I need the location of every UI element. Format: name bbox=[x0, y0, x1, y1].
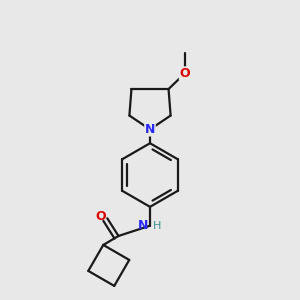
Text: O: O bbox=[95, 210, 106, 223]
Text: N: N bbox=[138, 219, 148, 232]
Text: H: H bbox=[153, 221, 161, 231]
Text: N: N bbox=[145, 123, 155, 136]
Text: O: O bbox=[179, 67, 190, 80]
